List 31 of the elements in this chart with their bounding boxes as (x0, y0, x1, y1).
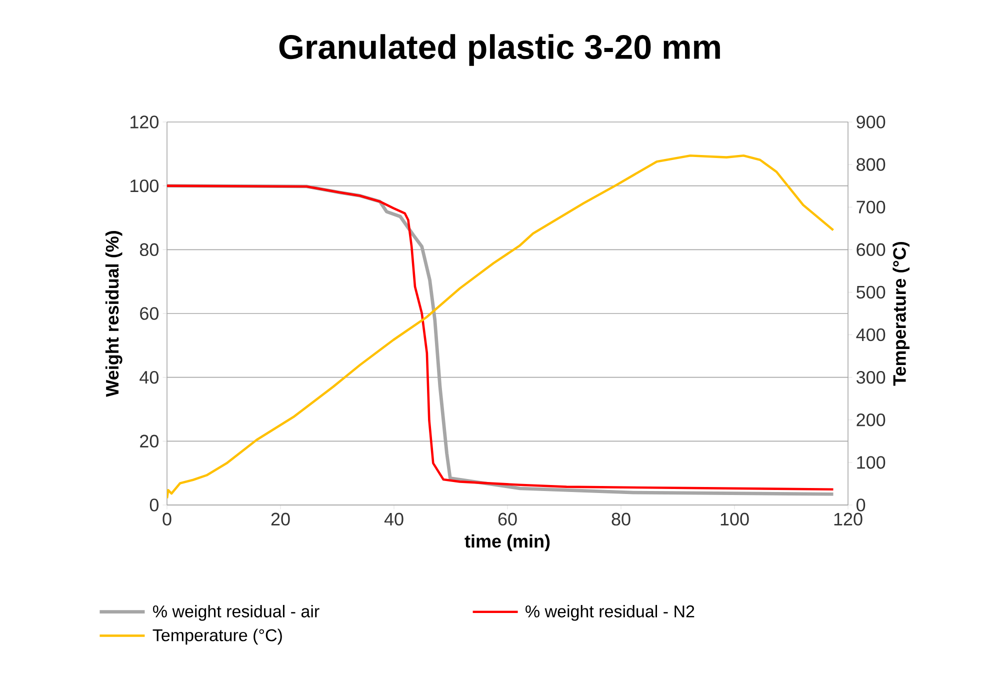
y-tick-label: 40 (140, 370, 159, 384)
chart-title: Granulated plastic 3-20 mm (279, 34, 720, 66)
legend-label: % weight residual - air (153, 604, 320, 621)
x-tick-label: 100 (720, 512, 749, 526)
x-tick-label: 0 (162, 512, 172, 526)
y-tick-label: 20 (140, 434, 159, 448)
y2-tick-label: 0 (856, 498, 866, 512)
y-tick-label: 80 (140, 243, 159, 256)
x-tick-label: 80 (612, 512, 630, 526)
y2-tick-label: 400 (856, 328, 886, 342)
legend-label: Temperature (°C) (152, 628, 282, 645)
x-tick-label: 120 (834, 512, 862, 526)
y-tick-label: 60 (140, 307, 159, 320)
y2-tick-label: 600 (856, 243, 886, 256)
y-tick-label: 120 (130, 116, 158, 128)
y2-tick-label: 900 (856, 116, 886, 128)
x-tick-label: 60 (498, 512, 517, 526)
y2-tick-label: 100 (857, 456, 886, 469)
y-axis-title: Weight residual (%) (105, 231, 122, 397)
y2-tick-label: 800 (856, 158, 886, 171)
x-axis-title: time (min) (464, 534, 550, 552)
y2-tick-label: 200 (856, 414, 886, 426)
x-tick-label: 40 (384, 512, 404, 526)
y-tick-label: 100 (130, 179, 158, 192)
legend-label: % weight residual - N2 (526, 604, 694, 621)
y2-tick-label: 700 (856, 200, 886, 214)
y2-tick-label: 300 (856, 370, 886, 384)
y-tick-label: 0 (150, 498, 159, 512)
y2-axis-title: Temperature (°C) (892, 242, 910, 386)
x-tick-label: 20 (271, 512, 290, 526)
y2-tick-label: 500 (856, 286, 886, 299)
